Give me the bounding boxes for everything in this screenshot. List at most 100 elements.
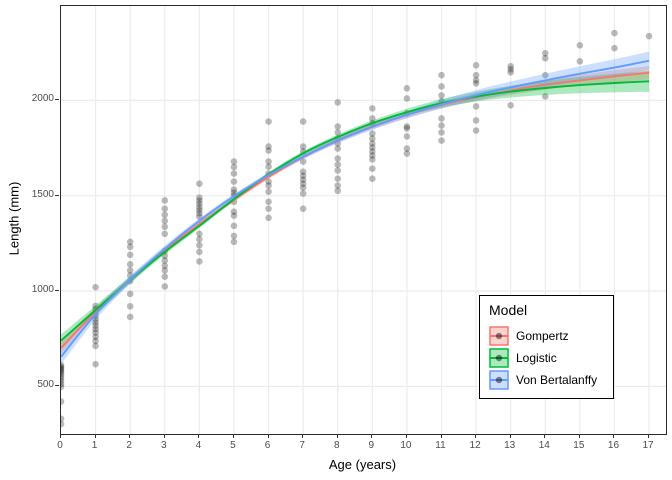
data-point [196,241,203,249]
data-point [334,145,342,152]
data-point [230,222,238,230]
data-point [61,420,65,428]
data-point [369,140,376,147]
y-tick [55,385,59,387]
x-tick-label: 12 [469,440,481,451]
data-point [541,71,549,79]
data-point [334,129,342,136]
data-point [230,163,238,171]
legend-label-gompertz: Gompertz [516,328,569,343]
x-tick [60,434,61,438]
y-tick-label: 1500 [31,188,54,200]
legend-key-gompertz-icon [489,325,509,346]
data-point [299,176,307,183]
data-point [299,180,307,187]
data-point [265,163,272,171]
data-point [369,156,376,163]
x-tick-label: 9 [368,440,375,451]
data-point [403,85,411,92]
data-point [334,175,342,183]
data-point [92,322,99,330]
data-point [161,211,169,219]
data-point [265,178,272,185]
data-point [61,377,65,385]
data-point [196,258,203,265]
x-tick-label: 4 [195,440,202,451]
data-point [369,148,376,155]
data-point [299,118,307,125]
data-point [369,135,376,142]
data-point [161,197,169,204]
data-point [196,197,203,204]
data-point [472,80,480,87]
data-point [126,251,134,259]
data-point [230,178,238,185]
x-tick [613,434,615,438]
x-axis-title: Age (years) [328,457,397,472]
x-tick-label: 3 [160,440,167,451]
data-point [92,283,99,291]
legend-key-vonbertalanffy-icon [489,369,509,390]
data-point [472,127,480,134]
data-point [403,133,411,140]
data-point [61,372,65,379]
data-point [265,214,272,222]
data-point [645,32,653,40]
data-point [334,167,342,174]
x-tick [129,434,131,438]
x-tick [232,434,234,438]
data-point [196,203,203,211]
data-point [369,144,376,151]
data-point [369,105,376,112]
x-tick-label: 10 [400,440,412,451]
y-tick-label: 1000 [31,284,54,295]
data-point [438,122,445,129]
x-tick [405,434,407,438]
data-point [126,313,134,321]
data-point [196,180,203,187]
data-point [334,161,342,168]
data-point [265,188,272,195]
data-point [369,152,376,159]
data-point [299,143,307,150]
data-point [265,143,272,150]
x-tick-label: 7 [299,440,305,451]
data-point [438,137,445,144]
data-point [61,375,65,382]
data-point [334,155,342,162]
data-point [161,230,169,238]
data-point [611,44,618,52]
data-point [334,99,342,106]
y-tick-label: 500 [37,379,54,391]
data-point [541,49,549,57]
data-point [196,248,203,256]
data-point [126,290,134,298]
data-point [299,184,307,191]
data-point [161,257,169,264]
legend-item-gompertz: Gompertz [489,325,613,346]
data-point [161,273,169,281]
data-point [161,217,169,225]
data-point [334,187,342,195]
x-tick-label: 1 [91,440,98,451]
data-point [265,205,272,212]
data-point [472,71,480,79]
data-point [161,283,169,290]
data-point [369,115,376,122]
y-tick [55,194,59,196]
data-point [507,65,514,73]
data-point [403,125,411,132]
data-point [265,118,272,125]
data-point [92,333,99,341]
data-point [472,117,480,124]
data-point [61,364,65,372]
data-point [438,129,445,136]
y-axis-title: Length (mm) [6,181,22,256]
data-point [230,170,238,177]
x-tick [544,434,546,438]
x-tick-label: 14 [538,440,550,451]
x-tick [267,434,269,438]
data-point [403,150,411,157]
x-tick [371,434,373,438]
